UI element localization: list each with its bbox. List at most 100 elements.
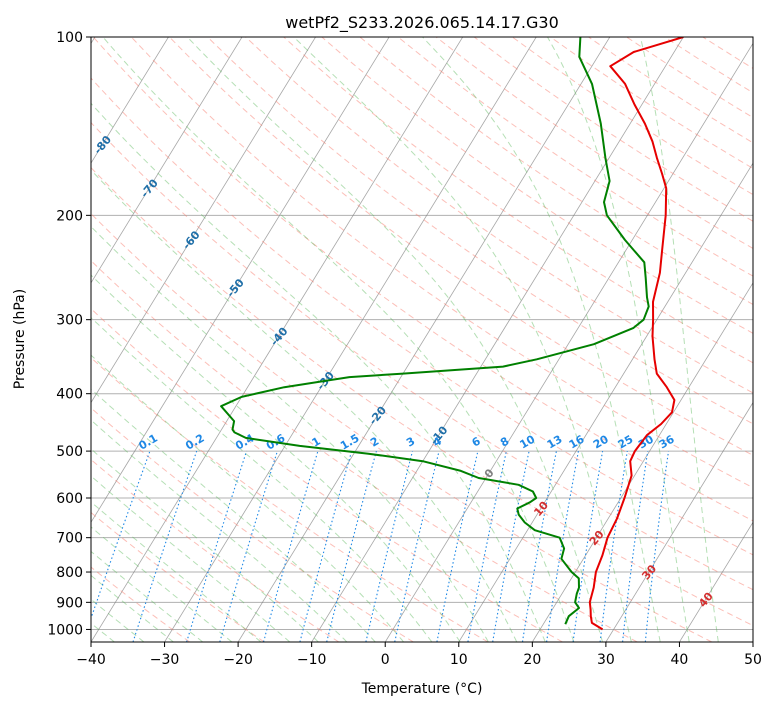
- moist-adiabat: [91, 274, 461, 642]
- x-tick-label: −30: [150, 652, 180, 668]
- isotherm-line: [237, 37, 611, 642]
- dry-adiabat: [587, 37, 753, 144]
- mixing-ratio-line: [599, 451, 628, 642]
- plot-area: 0.1 0.2 0.4 0.6 1 1.5 2 3 4 6 8 10 13 16 20 25 30 36-100-…: [43, 37, 753, 642]
- isotherm-label: 40: [696, 590, 716, 610]
- y-tick-label: 600: [56, 491, 83, 507]
- plot-frame: [90, 36, 754, 643]
- y-tick-label: 200: [56, 208, 83, 224]
- y-tick-label: 300: [56, 313, 83, 329]
- isotherm-line: [679, 521, 753, 642]
- x-tick-label: 40: [671, 652, 689, 668]
- dry-adiabat: [359, 37, 753, 305]
- moist-adiabat: [639, 37, 719, 642]
- mixing-ratio-line: [219, 450, 278, 642]
- dry-adiabat: [549, 37, 753, 169]
- x-tick-label: 50: [744, 652, 762, 668]
- isotherm-label: -70: [138, 176, 161, 200]
- x-tick-label: 20: [523, 652, 541, 668]
- dry-adiabat: [663, 37, 753, 94]
- isotherm-line: [752, 641, 753, 642]
- dry-adiabat: [206, 37, 753, 425]
- mixing-ratio-label: 36: [657, 432, 677, 451]
- dry-adiabat: [91, 458, 340, 642]
- isotherm-line: [91, 37, 243, 284]
- dry-adiabat: [473, 37, 753, 222]
- dry-adiabat: [397, 37, 753, 277]
- mixing-ratio-line: [644, 451, 670, 642]
- dry-adiabat: [92, 37, 753, 522]
- x-tick-label: −20: [223, 652, 253, 668]
- isotherm-label: -40: [268, 325, 291, 349]
- moist-adiabat: [293, 37, 632, 642]
- mixing-ratio-line: [622, 451, 649, 642]
- dry-adiabat: [701, 37, 753, 69]
- moist-adiabat: [91, 169, 518, 642]
- moist-adiabat: [91, 598, 145, 642]
- dry-adiabat: [91, 407, 414, 642]
- x-axis-label: Temperature (°C): [361, 681, 483, 697]
- dry-adiabat: [435, 37, 753, 249]
- isotherm-label: -60: [180, 228, 203, 252]
- moist-adiabat: [91, 316, 433, 642]
- dry-adiabat: [91, 307, 563, 642]
- y-tick-label: 800: [56, 565, 83, 581]
- isotherm-line: [531, 282, 753, 642]
- isotherm-line: [311, 37, 684, 642]
- mixing-ratio-line: [186, 450, 248, 642]
- y-tick-label: 100: [56, 30, 83, 46]
- y-tick-label: 900: [56, 595, 83, 611]
- chart-title: wetPf2_S233.2026.065.14.17.G30: [285, 13, 559, 33]
- dry-adiabat: [511, 37, 753, 196]
- dry-adiabat: [91, 260, 638, 642]
- dry-adiabat: [91, 212, 713, 642]
- x-tick-label: 10: [450, 652, 468, 668]
- dry-adiabat: [91, 511, 265, 642]
- isotherm-label: 30: [639, 562, 659, 582]
- mixing-ratio-line: [365, 450, 414, 642]
- axes: −40 −30 −20 −10 0 10 20 30 40 50 100 200 300 400 500 60…: [47, 30, 762, 668]
- isotherm-line: [91, 37, 464, 642]
- temperature-profile-line: [588, 37, 684, 631]
- mixing-ratio-line: [492, 450, 530, 642]
- moist-adiabat: [91, 550, 204, 642]
- mixing-ratio-line: [326, 450, 377, 642]
- isotherm-line: [91, 37, 390, 524]
- isotherm-line: [91, 37, 317, 404]
- mixing-ratio-label: 16: [567, 432, 587, 451]
- isotherm-label: -50: [224, 276, 247, 300]
- mixing-ratio-label: 8: [498, 435, 511, 450]
- dry-adiabat: [91, 166, 753, 627]
- mixing-ratio-line: [91, 450, 151, 620]
- x-tick-label: 30: [597, 652, 615, 668]
- moist-adiabat: [186, 37, 603, 642]
- mixing-ratio-line: [262, 450, 319, 642]
- dry-adiabat: [625, 37, 753, 119]
- isotherm-label: -10: [428, 423, 451, 447]
- isotherm-label: -90: [43, 93, 66, 117]
- x-tick-label: 0: [381, 652, 390, 668]
- isotherm-line: [605, 401, 753, 642]
- isotherm-line: [164, 37, 537, 642]
- moist-adiabat: [91, 225, 489, 642]
- isotherm-line: [384, 42, 753, 642]
- x-tick-label: −40: [76, 652, 106, 668]
- isotherm-label: 10: [531, 499, 551, 519]
- moist-adiabat: [91, 501, 262, 642]
- mixing-ratio-label: 13: [545, 433, 565, 452]
- y-axis-label: Pressure (hPa): [12, 289, 28, 389]
- dry-adiabat: [91, 357, 489, 642]
- dry-adiabat: [91, 121, 753, 591]
- mixing-ratio-line: [299, 450, 353, 642]
- dry-adiabat: [91, 77, 753, 556]
- dry-adiabat: [168, 37, 753, 456]
- mixing-ratio-label: 10: [517, 432, 537, 451]
- mixing-ratio-label: 20: [591, 432, 611, 451]
- moist-adiabat: [102, 37, 575, 642]
- moist-adiabat: [91, 354, 404, 642]
- moist-adiabat: [422, 37, 661, 642]
- mixing-ratio-label: 3: [404, 435, 417, 450]
- mixing-ratio-line: [572, 451, 604, 642]
- moist-adiabat: [91, 448, 319, 642]
